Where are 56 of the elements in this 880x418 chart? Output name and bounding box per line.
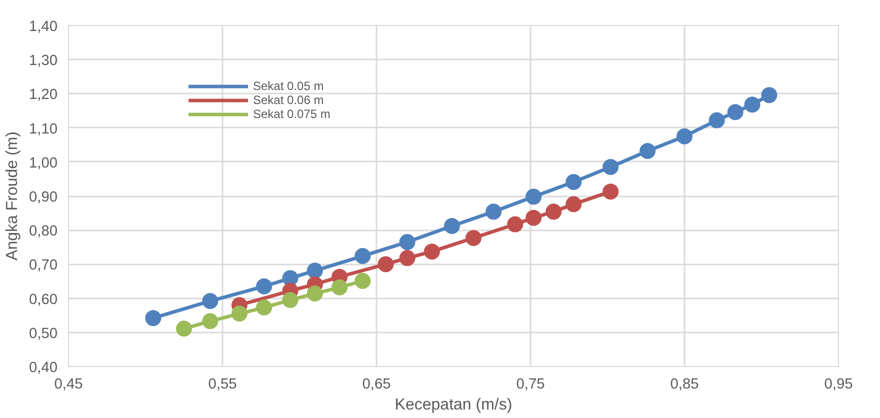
x-tick-label: 0,95 xyxy=(824,376,853,392)
point xyxy=(332,279,348,296)
point xyxy=(466,230,482,246)
legend-label: Sekat 0.06 m xyxy=(253,93,324,107)
point xyxy=(176,320,192,337)
y-tick-label: 1,30 xyxy=(28,53,58,70)
point xyxy=(424,244,440,260)
point xyxy=(602,159,619,175)
x-axis-title: Kecepatan (m/s) xyxy=(394,396,512,414)
point xyxy=(676,128,692,144)
point xyxy=(708,112,725,128)
point xyxy=(256,278,272,294)
y-tick-label: 0,90 xyxy=(28,190,58,206)
point xyxy=(202,293,218,310)
y-tick-label: 0,60 xyxy=(28,292,58,308)
point xyxy=(566,196,582,212)
x-tick-label: 0,45 xyxy=(54,376,83,392)
legend-label: Sekat 0.05 m xyxy=(253,79,324,93)
point xyxy=(761,87,778,104)
y-tick-label: 1,20 xyxy=(28,87,58,104)
y-tick-label: 1,40 xyxy=(28,19,58,35)
point xyxy=(306,262,323,279)
point xyxy=(526,210,542,226)
point xyxy=(526,188,542,205)
y-tick-label: 0,70 xyxy=(28,258,58,274)
x-tick-label: 0,65 xyxy=(362,376,391,392)
point xyxy=(546,204,562,220)
point xyxy=(354,248,371,264)
point xyxy=(399,250,416,266)
point xyxy=(727,104,744,120)
point xyxy=(566,174,582,190)
legend-label: Sekat 0.075 m xyxy=(253,107,330,121)
x-tick-label: 0,55 xyxy=(208,376,237,392)
point xyxy=(282,292,298,308)
point xyxy=(399,234,416,250)
point xyxy=(486,204,502,220)
point xyxy=(202,313,218,330)
x-tick-label: 0,75 xyxy=(516,376,545,392)
point xyxy=(640,143,656,159)
x-tick-label: 0,85 xyxy=(670,376,699,392)
point xyxy=(231,306,248,322)
y-tick-label: 0,40 xyxy=(28,360,58,376)
y-axis-title: Angka Froude (m) xyxy=(4,132,21,260)
point xyxy=(256,300,272,316)
point xyxy=(145,310,162,326)
y-tick-label: 0,50 xyxy=(28,326,58,342)
point xyxy=(444,218,460,234)
point xyxy=(744,96,760,113)
point xyxy=(378,256,394,272)
y-tick-label: 0,80 xyxy=(28,224,58,240)
y-tick-label: 1,10 xyxy=(28,121,58,138)
point xyxy=(306,286,323,302)
point xyxy=(602,184,619,200)
point xyxy=(354,272,371,289)
y-tick-label: 1,00 xyxy=(28,155,58,172)
point xyxy=(507,216,524,232)
